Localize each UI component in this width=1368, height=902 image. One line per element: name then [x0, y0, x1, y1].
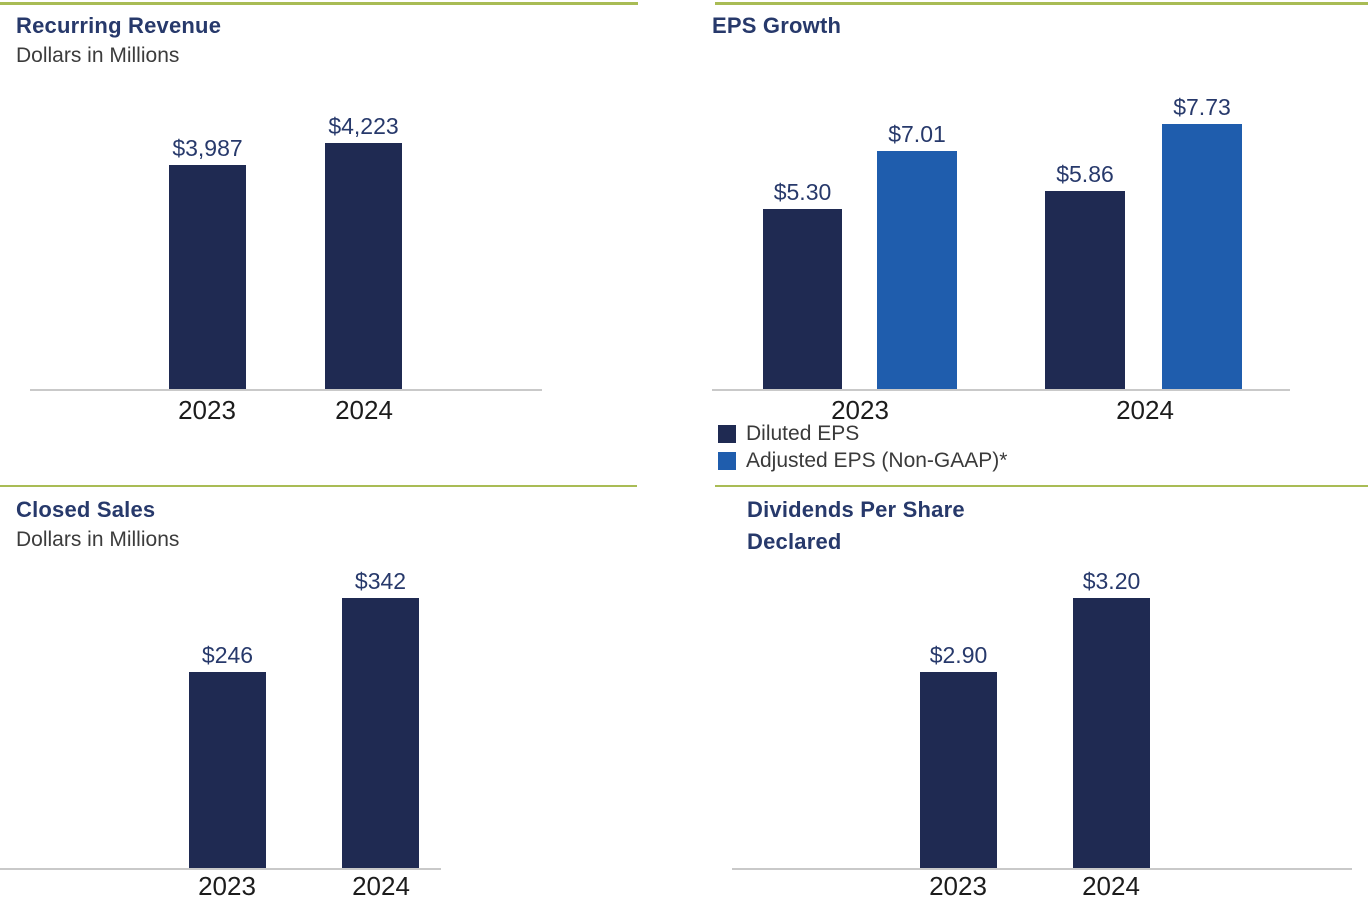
closed-sales-value-label-2024: $342 — [354, 568, 407, 594]
legend-label-diluted-eps: Diluted EPS — [746, 422, 860, 445]
recurring-revenue-bar-2023 — [169, 165, 246, 389]
dividends-per-share-bar-2024 — [1073, 598, 1150, 868]
closed-sales-category-label-2023: 2023 — [198, 871, 256, 901]
recurring-revenue-category-label-2024: 2024 — [335, 395, 393, 425]
dividends-per-share-value-label-2024: $3.20 — [1082, 568, 1141, 594]
closed-sales-bar-2023 — [189, 672, 266, 868]
dividends-x-axis — [732, 868, 1352, 870]
dividends-title: Dividends Per Share Declared — [747, 494, 965, 558]
legend-swatch-adjusted-eps — [718, 452, 736, 470]
closed-sales-category-label-2024: 2024 — [352, 871, 410, 901]
eps-growth-bar-2024-blue — [1162, 124, 1242, 389]
eps-growth-title: EPS Growth — [712, 13, 842, 38]
eps-growth-value-label-2024-blue: $7.73 — [1173, 94, 1231, 120]
top-accent-line-left — [0, 2, 638, 5]
recurring-revenue-bar-2024 — [325, 143, 402, 389]
recurring-revenue-subtitle: Dollars in Millions — [16, 44, 180, 67]
eps-growth-value-label-2023-navy: $5.30 — [773, 179, 832, 205]
recurring-revenue-value-label-2023: $3,987 — [172, 135, 243, 161]
eps-growth-bar-2024-navy — [1045, 191, 1125, 389]
eps-growth-bar-2023-navy — [763, 209, 842, 389]
dividends-title-line-2: Declared — [747, 529, 842, 554]
eps-growth-bar-2023-blue — [877, 151, 957, 389]
top-accent-line-right — [715, 2, 1368, 5]
dividends-title-line-1: Dividends Per Share — [747, 497, 965, 522]
eps-growth-category-label-2024: 2024 — [1116, 395, 1174, 425]
mid-divider-line-left — [0, 485, 637, 487]
recurring-revenue-title: Recurring Revenue — [16, 13, 222, 38]
recurring-revenue-x-axis — [30, 389, 542, 391]
legend-swatch-diluted-eps — [718, 425, 736, 443]
eps-growth-legend: Diluted EPS Adjusted EPS (Non-GAAP)* — [718, 422, 1008, 479]
closed-sales-subtitle: Dollars in Millions — [16, 528, 180, 551]
closed-sales-value-label-2023: $246 — [201, 642, 254, 668]
recurring-revenue-value-label-2024: $4,223 — [328, 113, 399, 139]
legend-label-adjusted-eps: Adjusted EPS (Non-GAAP)* — [746, 449, 1008, 472]
eps-growth-x-axis — [712, 389, 1290, 391]
legend-item-adjusted-eps: Adjusted EPS (Non-GAAP)* — [718, 449, 1008, 472]
eps-growth-category-label-2023: 2023 — [831, 395, 889, 425]
dividends-per-share-value-label-2023: $2.90 — [929, 642, 988, 668]
closed-sales-bar-2024 — [342, 598, 419, 868]
mid-divider-line-right — [715, 485, 1368, 487]
legend-item-diluted-eps: Diluted EPS — [718, 422, 1007, 445]
dividends-per-share-category-label-2024: 2024 — [1082, 871, 1140, 901]
dividends-per-share-bar-2023 — [920, 672, 997, 868]
recurring-revenue-category-label-2023: 2023 — [178, 395, 236, 425]
closed-sales-x-axis — [0, 868, 441, 870]
closed-sales-title: Closed Sales — [16, 497, 156, 522]
eps-growth-value-label-2023-blue: $7.01 — [888, 121, 946, 147]
eps-growth-value-label-2024-navy: $5.86 — [1056, 161, 1114, 187]
dividends-per-share-category-label-2023: 2023 — [929, 871, 987, 901]
